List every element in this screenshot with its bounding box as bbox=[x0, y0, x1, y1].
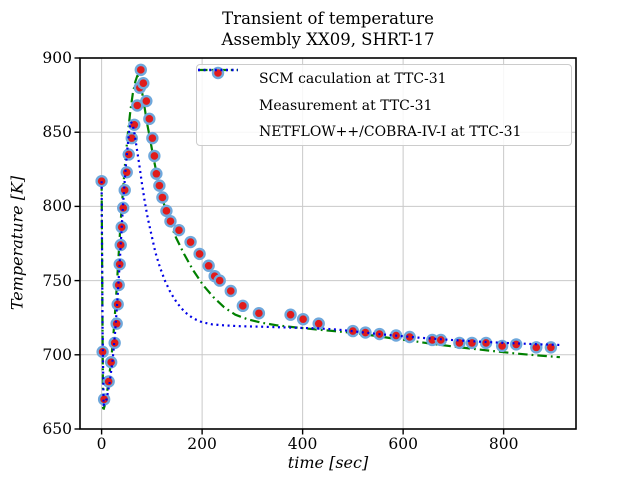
data-point bbox=[122, 148, 135, 161]
data-point bbox=[102, 375, 115, 388]
data-point bbox=[530, 341, 543, 354]
data-point bbox=[202, 259, 215, 272]
data-point bbox=[134, 63, 148, 77]
legend-label: SCM caculation at TTC-31 bbox=[259, 71, 447, 88]
data-point bbox=[150, 167, 163, 180]
legend-label: Measurement at TTC-31 bbox=[259, 97, 433, 114]
series-measurement-dots bbox=[95, 63, 558, 406]
data-point bbox=[140, 94, 153, 108]
data-point bbox=[143, 112, 156, 126]
data-point bbox=[153, 179, 166, 192]
legend-item-scm: SCM caculation at TTC-31 bbox=[198, 66, 571, 93]
y-tick-label: 850 bbox=[42, 123, 72, 142]
data-point bbox=[193, 247, 206, 261]
data-point bbox=[403, 330, 416, 344]
data-point bbox=[453, 336, 466, 350]
y-tick-label: 750 bbox=[42, 271, 72, 290]
data-point bbox=[146, 131, 159, 145]
data-point bbox=[118, 183, 131, 197]
data-point bbox=[164, 215, 177, 228]
chart-title: Transient of temperature bbox=[222, 9, 434, 28]
data-line bbox=[100, 120, 562, 407]
data-point bbox=[120, 166, 133, 179]
data-point bbox=[312, 317, 325, 330]
series-scm-line bbox=[100, 74, 560, 413]
y-tick-label: 900 bbox=[42, 49, 72, 67]
data-point bbox=[96, 345, 109, 359]
data-point bbox=[359, 326, 372, 339]
y-tick-label: 650 bbox=[42, 420, 72, 438]
x-tick-label: 0 bbox=[96, 435, 107, 453]
data-point bbox=[137, 77, 150, 90]
data-point bbox=[160, 204, 173, 218]
data-point bbox=[465, 336, 479, 350]
x-axis-label: time [sec] bbox=[287, 453, 369, 472]
data-point bbox=[110, 317, 123, 330]
data-point bbox=[172, 223, 186, 237]
data-point bbox=[156, 191, 169, 204]
data-point bbox=[148, 149, 161, 163]
chart-subtitle: Assembly XX09, SHRT-17 bbox=[221, 30, 435, 49]
data-point bbox=[125, 131, 138, 145]
data-point bbox=[117, 201, 130, 215]
legend: SCM caculation at TTC-31 Measurement at … bbox=[196, 64, 572, 146]
legend-item-netflow: NETFLOW++/COBRA-IV-I at TTC-31 bbox=[198, 68, 571, 146]
data-point bbox=[284, 308, 297, 321]
legend-label: NETFLOW++/COBRA-IV-I at TTC-31 bbox=[259, 124, 522, 141]
legend-item-measurement: Measurement at TTC-31 bbox=[206, 66, 571, 120]
data-point bbox=[112, 278, 125, 292]
x-tick-label: 200 bbox=[187, 435, 217, 453]
data-line bbox=[100, 74, 560, 413]
spine-box bbox=[79, 57, 577, 430]
series-netflow-line bbox=[100, 120, 562, 407]
data-point bbox=[495, 339, 509, 353]
data-point bbox=[95, 174, 108, 188]
data-point bbox=[509, 338, 523, 351]
data-point bbox=[213, 274, 226, 287]
x-tick-label: 600 bbox=[388, 435, 418, 453]
x-tick-label: 400 bbox=[287, 435, 318, 453]
x-tick-label: 800 bbox=[488, 435, 519, 453]
data-point bbox=[184, 235, 197, 249]
data-point bbox=[252, 307, 266, 320]
data-point bbox=[296, 312, 310, 326]
data-point bbox=[236, 299, 250, 313]
data-point bbox=[224, 284, 237, 298]
axis-tick-marks bbox=[74, 57, 505, 435]
y-tick-label: 700 bbox=[42, 345, 72, 364]
plot-spines bbox=[79, 57, 577, 430]
y-tick-label: 800 bbox=[42, 197, 72, 216]
